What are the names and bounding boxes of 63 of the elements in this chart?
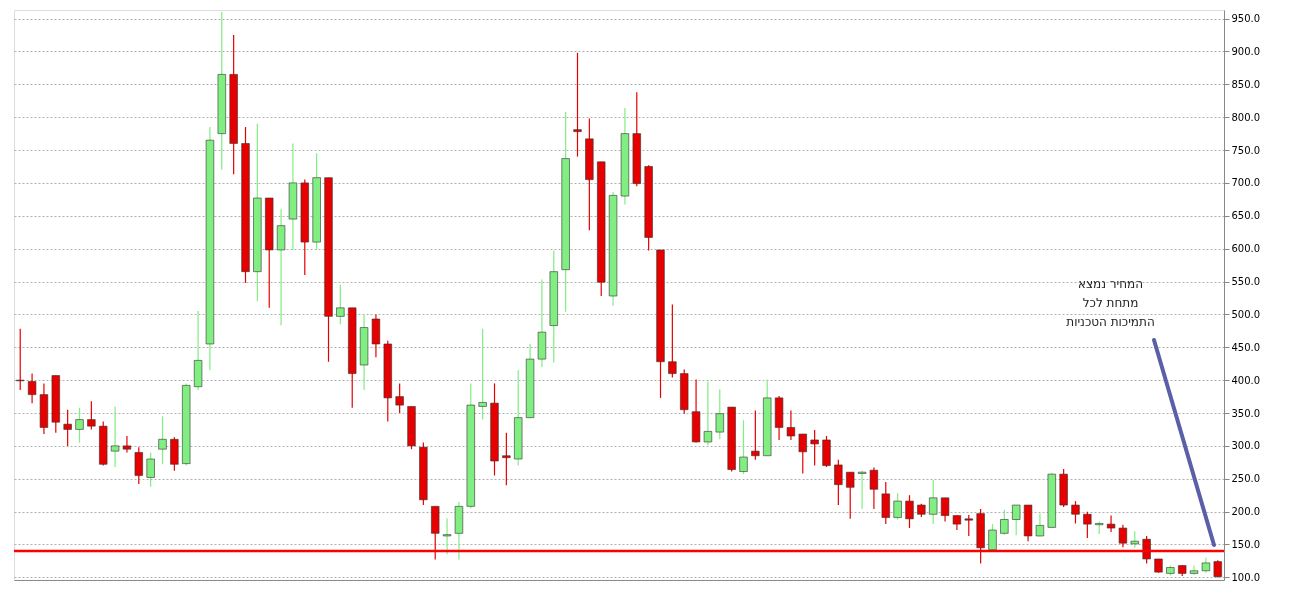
candlestick	[857, 470, 867, 510]
candlestick	[881, 481, 890, 525]
y-tick-label: 700.0	[1231, 177, 1261, 189]
candlestick	[1083, 511, 1092, 539]
candlestick	[905, 494, 914, 529]
y-tick-label: 850.0	[1231, 78, 1261, 90]
y-tick-label: 600.0	[1231, 243, 1261, 255]
candlestick	[110, 405, 120, 468]
candlestick	[87, 400, 96, 431]
annotation: המחיר נמצא מתחת לכל התמיכות הטכניות	[1066, 277, 1155, 329]
candlestick	[929, 479, 938, 525]
candlestick	[134, 446, 143, 485]
candlestick	[1071, 500, 1080, 525]
candlestick	[893, 492, 902, 521]
candlestick	[1106, 514, 1116, 533]
y-tick-label: 300.0	[1231, 440, 1261, 452]
candlestick	[146, 451, 155, 488]
candlestick	[1035, 513, 1045, 538]
candlestick	[964, 514, 973, 537]
candlestick	[63, 409, 72, 447]
y-tick-label: 800.0	[1231, 111, 1261, 123]
candlestick	[786, 409, 796, 441]
candlestick	[798, 433, 807, 475]
y-tick-label: 350.0	[1231, 407, 1261, 419]
y-tick-label: 100.0	[1231, 571, 1261, 583]
y-tick-label: 500.0	[1231, 308, 1261, 320]
y-tick-label: 150.0	[1231, 539, 1261, 550]
candlestick	[1142, 535, 1151, 565]
candlestick	[988, 523, 997, 552]
candlestick	[502, 432, 511, 486]
candlestick	[75, 407, 84, 444]
y-tick-label: 950.0	[1231, 13, 1261, 25]
candlestick	[715, 388, 724, 440]
candlestick	[336, 284, 345, 325]
y-tick-label: 400.0	[1231, 374, 1261, 386]
candlestick	[1118, 524, 1128, 548]
y-tick-label: 650.0	[1231, 210, 1261, 222]
y-tick-label: 250.0	[1231, 473, 1261, 485]
y-tick-label: 750.0	[1231, 144, 1261, 156]
candlestick	[122, 435, 132, 454]
candlestick	[478, 328, 487, 421]
candlestick	[739, 419, 748, 475]
candlestick	[834, 459, 843, 506]
y-tick-label: 900.0	[1231, 45, 1261, 57]
candlestick	[158, 415, 167, 465]
candlestick	[869, 466, 879, 510]
candlestick	[16, 328, 25, 391]
candlestick	[940, 497, 950, 523]
candlestick	[1000, 509, 1009, 536]
candlestick	[751, 409, 760, 461]
candlestick	[668, 303, 677, 379]
candlestick	[27, 372, 37, 404]
candlestick	[442, 517, 452, 555]
y-tick-label: 550.0	[1231, 276, 1261, 288]
candlestick	[1012, 504, 1021, 536]
candlestick	[846, 471, 855, 520]
candlestick	[703, 380, 713, 446]
y-tick-label: 200.0	[1231, 506, 1261, 518]
y-tick-label: 450.0	[1231, 341, 1261, 353]
candlestick	[1189, 564, 1199, 576]
candlestick	[810, 429, 819, 467]
candlestick	[395, 382, 404, 414]
candlestick	[573, 52, 582, 158]
